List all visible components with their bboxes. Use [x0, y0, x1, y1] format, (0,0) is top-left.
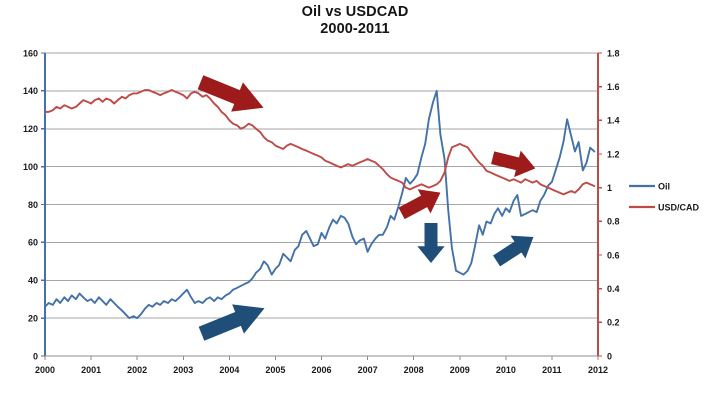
x-axis-tick-label: 2005: [265, 365, 285, 375]
left-axis-tick-label: 120: [23, 124, 38, 134]
chart-title-block: Oil vs USDCAD 2000-2011: [0, 4, 710, 38]
cad-decline2-arrow: [491, 150, 536, 178]
right-axis-tick-label: 1.8: [607, 48, 620, 58]
legend-item-oil[interactable]: Oil: [629, 181, 670, 191]
left-axis-tick-label: 160: [23, 48, 38, 58]
right-axis-tick-label: 0.8: [607, 217, 620, 227]
x-axis-tick-label: 2002: [127, 365, 147, 375]
left-axis-tick-label: 100: [23, 162, 38, 172]
oil-uptrend-arrow-shape: [198, 304, 265, 341]
right-axis-tick-label: 0.6: [607, 250, 620, 260]
oil-uptrend-arrow: [198, 304, 265, 341]
right-axis-tick-label: 1.6: [607, 82, 620, 92]
legend-item-usd-cad[interactable]: USD/CAD: [629, 202, 700, 212]
right-axis-tick-label: 1.2: [607, 149, 620, 159]
right-axis-tick-label: 0.2: [607, 318, 620, 328]
right-axis-tick-label: 0.4: [607, 284, 620, 294]
series-line-usd-cad: [44, 89, 596, 196]
x-axis-tick-label: 2008: [404, 365, 424, 375]
legend-label: Oil: [658, 181, 670, 191]
right-axis-tick-label: 1: [607, 183, 612, 193]
oil-recovery-arrow: [493, 235, 534, 267]
left-axis-tick-label: 140: [23, 86, 38, 96]
left-axis-tick-label: 20: [28, 313, 38, 323]
x-axis-tick-label: 2011: [542, 365, 562, 375]
x-axis-tick-label: 2001: [81, 365, 101, 375]
cad-spike-arrow: [398, 189, 441, 220]
x-axis-tick-label: 2003: [173, 365, 193, 375]
x-axis-tick-label: 2004: [219, 365, 239, 375]
chart-title: Oil vs USDCAD: [301, 4, 409, 20]
x-axis-tick-label: 2006: [311, 365, 331, 375]
x-axis-tick-label: 2010: [496, 365, 516, 375]
right-axis-tick-label: 0: [607, 351, 612, 361]
cad-downtrend-arrow: [197, 75, 264, 112]
oil-recovery-arrow-shape: [493, 235, 534, 267]
cad-spike-arrow-shape: [398, 189, 441, 220]
left-axis-tick-label: 40: [28, 276, 38, 286]
right-axis-tick-label: 1.4: [607, 116, 620, 126]
left-axis-tick-label: 80: [28, 200, 38, 210]
oil-crash-arrow: [417, 223, 445, 263]
legend-label: USD/CAD: [658, 202, 700, 212]
cad-downtrend-arrow-shape: [197, 75, 264, 112]
x-axis-tick-label: 2009: [450, 365, 470, 375]
left-axis-tick-label: 60: [28, 238, 38, 248]
chart-subtitle: 2000-2011: [320, 21, 390, 37]
x-axis-tick-label: 2012: [588, 365, 608, 375]
cad-decline2-arrow-shape: [491, 150, 536, 178]
left-axis-tick-label: 0: [33, 351, 38, 361]
x-axis-tick-label: 2007: [358, 365, 378, 375]
series-line-oil: [44, 89, 596, 320]
oil-crash-arrow-shape: [417, 223, 445, 263]
x-axis-tick-label: 2000: [35, 365, 55, 375]
